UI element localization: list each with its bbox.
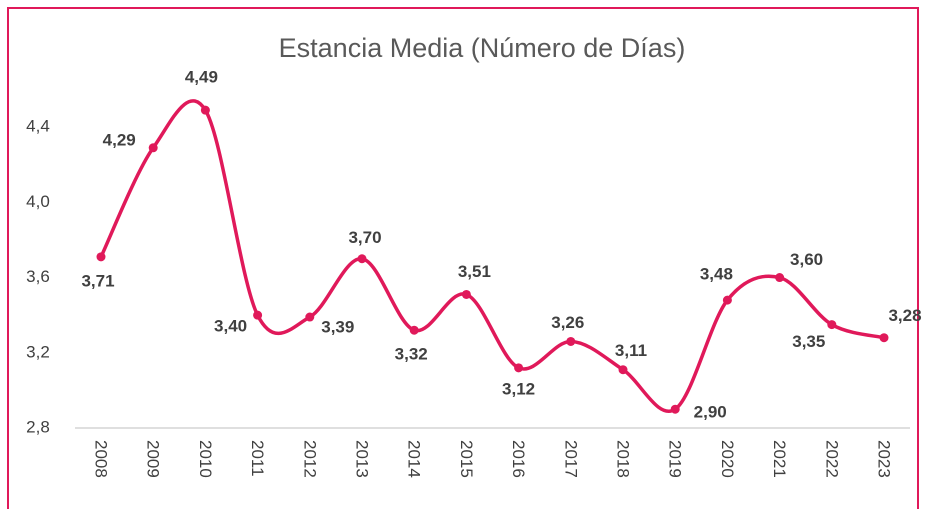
- marker: [566, 336, 576, 346]
- y-tick-label: 3,2: [26, 342, 50, 361]
- marker: [200, 105, 210, 115]
- data-label: 2,90: [694, 403, 727, 422]
- line: [99, 99, 885, 413]
- marker: [879, 333, 889, 343]
- data-label: 3,48: [700, 265, 733, 284]
- data-label: 3,40: [214, 317, 247, 336]
- data-label: 3,32: [395, 345, 428, 364]
- data-label: 3,35: [792, 332, 825, 351]
- marker: [253, 310, 263, 320]
- marker: [96, 252, 106, 262]
- marker: [461, 289, 471, 299]
- data-label: 3,71: [81, 271, 114, 290]
- data-label: 4,49: [185, 68, 218, 87]
- marker: [514, 363, 524, 373]
- marker: [670, 404, 680, 414]
- x-tick-label: 2014: [405, 440, 424, 478]
- x-tick-label: 2019: [666, 440, 685, 478]
- x-tick-label: 2022: [822, 440, 841, 478]
- x-tick-label: 2013: [353, 440, 372, 478]
- frame: [7, 7, 919, 509]
- data-label: 3,28: [888, 306, 921, 325]
- data-label: 3,26: [551, 313, 584, 332]
- marker: [722, 295, 732, 305]
- y-tick-label: 2,8: [26, 417, 50, 436]
- marker: [775, 273, 785, 283]
- y-tick-label: 3,6: [26, 267, 50, 286]
- data-label: 3,60: [790, 250, 823, 269]
- x-tick-label: 2009: [144, 440, 163, 478]
- x-tick-label: 2012: [300, 440, 319, 478]
- marker: [305, 312, 315, 322]
- marker: [148, 143, 158, 153]
- chart-title: Estancia Media (Número de Días): [279, 33, 686, 63]
- x-tick-label: 2021: [770, 440, 789, 478]
- marker: [409, 325, 419, 335]
- marker: [357, 254, 367, 264]
- marker: [618, 365, 628, 375]
- data-label: 3,11: [615, 341, 647, 360]
- x-tick-label: 2015: [457, 440, 476, 478]
- data-label: 3,39: [321, 318, 354, 337]
- marker: [827, 320, 837, 330]
- x-tick-label: 2011: [248, 440, 267, 477]
- data-label: 4,29: [103, 130, 136, 149]
- y-tick-label: 4,4: [26, 117, 50, 136]
- x-tick-label: 2018: [614, 440, 633, 478]
- x-tick-label: 2016: [509, 440, 528, 478]
- x-tick-label: 2010: [196, 440, 215, 478]
- x-tick-label: 2017: [561, 440, 580, 478]
- y-tick-label: 4,0: [26, 192, 50, 211]
- data-label: 3,51: [458, 262, 491, 281]
- x-tick-label: 2020: [718, 440, 737, 478]
- x-tick-label: 2008: [92, 440, 111, 478]
- data-label: 3,12: [502, 379, 535, 398]
- x-tick-label: 2023: [875, 440, 894, 478]
- data-label: 3,70: [348, 228, 381, 247]
